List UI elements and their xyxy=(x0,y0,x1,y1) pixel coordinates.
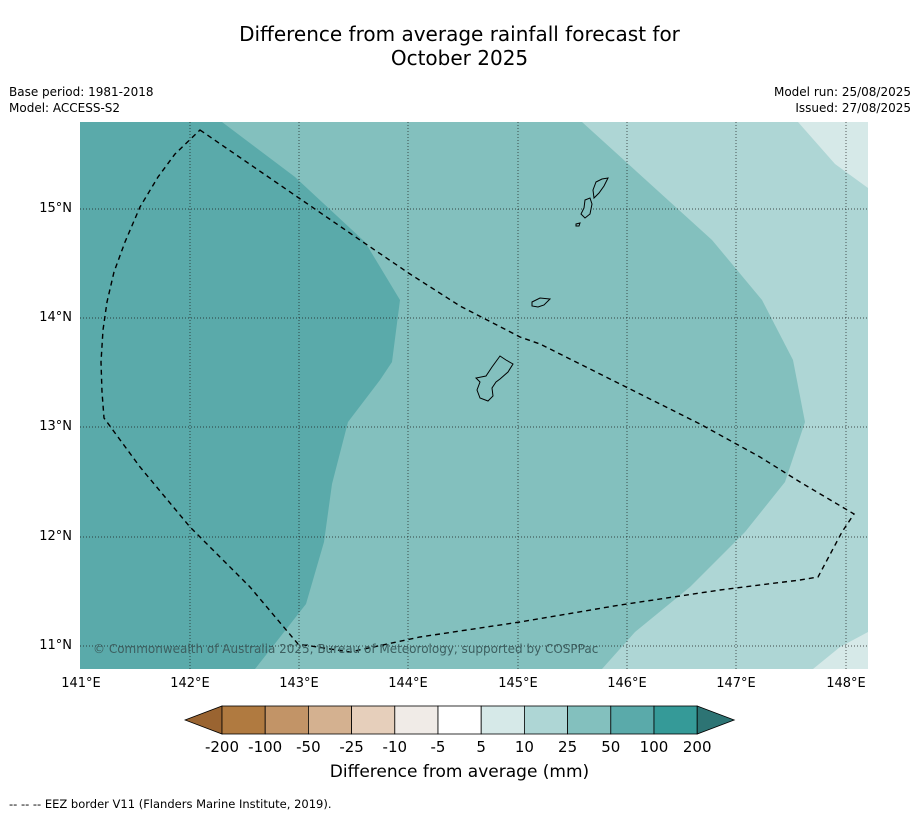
colorbar-tick-label: 5 xyxy=(476,738,486,756)
lon-label-143: 143°E xyxy=(279,676,319,691)
colorbar-swatch xyxy=(394,705,439,735)
eez-border xyxy=(100,129,855,653)
island-saipan xyxy=(592,177,609,200)
lat-label-15: 15°N xyxy=(39,201,72,216)
island-rota xyxy=(531,297,552,308)
colorbar-extend-high xyxy=(696,705,736,735)
run-info: Model run: 25/08/2025 Issued: 27/08/2025 xyxy=(774,84,911,116)
colorbar-swatch xyxy=(221,705,266,735)
lon-label-142: 142°E xyxy=(170,676,210,691)
lon-label-145: 145°E xyxy=(498,676,538,691)
lon-label-148: 148°E xyxy=(826,676,866,691)
colorbar-tick-label: 100 xyxy=(639,738,669,756)
issued-label: Issued: 27/08/2025 xyxy=(795,101,911,115)
colorbar-tick-label: 50 xyxy=(601,738,621,756)
colorbar-swatch xyxy=(437,705,482,735)
colorbar-title: Difference from average (mm) xyxy=(329,762,590,782)
colorbar-tick-label: -100 xyxy=(248,738,283,756)
colorbar-swatch xyxy=(653,705,698,735)
colorbar-tick-label: -10 xyxy=(382,738,408,756)
colorbar-tick-label: -5 xyxy=(430,738,446,756)
graticule xyxy=(80,122,868,669)
lon-label-141: 141°E xyxy=(61,676,101,691)
lat-label-12: 12°N xyxy=(39,529,72,544)
colorbar-tick-label: 25 xyxy=(558,738,578,756)
colorbar-swatch xyxy=(308,705,353,735)
island-aguijan xyxy=(575,222,581,227)
map-svg xyxy=(80,122,868,669)
colorbar-svg xyxy=(183,705,736,735)
colorbar-swatch xyxy=(523,705,568,735)
base-period-label: Base period: 1981-2018 xyxy=(9,85,154,99)
lon-label-144: 144°E xyxy=(388,676,428,691)
eez-legend-note: -- -- -- EEZ border V11 (Flanders Marine… xyxy=(9,797,332,811)
colorbar-swatch xyxy=(567,705,612,735)
colorbar-extend-low xyxy=(183,705,223,735)
title-line-1: Difference from average rainfall forecas… xyxy=(239,22,680,46)
colorbar-swatch xyxy=(351,705,396,735)
lat-label-13: 13°N xyxy=(39,419,72,434)
colorbar-tick-label: -25 xyxy=(339,738,364,756)
model-label: Model: ACCESS-S2 xyxy=(9,101,121,115)
lat-label-14: 14°N xyxy=(39,310,72,325)
colorbar-swatch xyxy=(610,705,655,735)
island-tinian xyxy=(580,197,593,219)
copyright-notice: © Commonwealth of Australia 2025, Bureau… xyxy=(93,642,599,656)
title-line-2: October 2025 xyxy=(390,46,529,70)
contour-band-10 xyxy=(798,122,868,188)
lat-label-11: 11°N xyxy=(39,638,72,653)
colorbar-tick-label: 200 xyxy=(682,738,712,756)
colorbar-tick-label: -200 xyxy=(204,738,240,756)
island-guam xyxy=(474,355,514,402)
contour-band-10 xyxy=(813,632,868,669)
colorbar-tick-label: -50 xyxy=(296,738,321,756)
map-panel[interactable] xyxy=(80,122,868,669)
lon-label-147: 147°E xyxy=(716,676,756,691)
model-info: Base period: 1981-2018 Model: ACCESS-S2 xyxy=(9,84,154,116)
model-run-label: Model run: 25/08/2025 xyxy=(773,85,911,99)
colorbar-swatch xyxy=(480,705,525,735)
lon-label-146: 146°E xyxy=(607,676,647,691)
contour-band-100 xyxy=(80,122,400,669)
chart-title: Difference from average rainfall forecas… xyxy=(0,22,919,70)
colorbar-swatch xyxy=(264,705,309,735)
colorbar xyxy=(183,705,738,739)
islands xyxy=(474,177,609,402)
colorbar-tick-label: 10 xyxy=(514,738,534,756)
